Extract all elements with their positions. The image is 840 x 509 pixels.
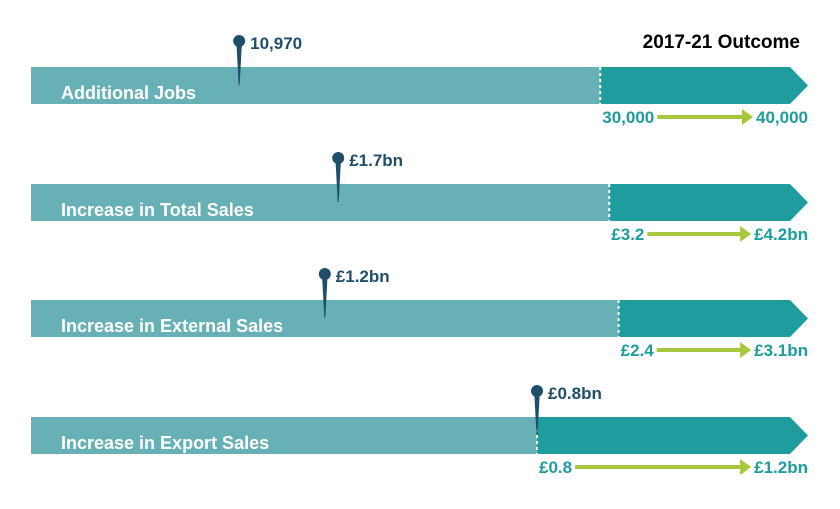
achieved-value: £0.8bn <box>548 384 602 403</box>
range-arrow-head <box>740 226 752 242</box>
progress-bar <box>31 417 537 454</box>
row-label: Increase in Total Sales <box>61 200 254 220</box>
achieved-pin-head <box>318 268 331 280</box>
outcome-low-value: £0.8 <box>539 458 572 477</box>
row-label: Increase in External Sales <box>61 316 283 336</box>
achieved-value: £1.2bn <box>336 267 390 286</box>
chart-title: 2017-21 Outcome <box>643 32 800 53</box>
row-label: Additional Jobs <box>61 83 196 103</box>
outcome-segment <box>609 184 808 221</box>
achieved-pin <box>236 38 243 85</box>
achieved-pin-head <box>233 35 246 47</box>
progress-bar <box>31 67 601 104</box>
achieved-pin <box>534 388 540 435</box>
outcome-segment <box>618 300 808 337</box>
achieved-pin <box>321 271 328 318</box>
progress-bar <box>31 184 610 221</box>
outcome-high-value: £1.2bn <box>754 458 808 477</box>
outcome-segment <box>600 67 808 104</box>
achieved-pin <box>335 155 342 202</box>
range-arrow-head <box>740 459 752 475</box>
range-arrow-head <box>742 109 753 125</box>
achieved-value: £1.7bn <box>349 151 403 170</box>
achieved-pin-head <box>531 385 543 397</box>
outcome-segment <box>537 417 808 454</box>
outcome-low-value: £2.4 <box>621 341 655 360</box>
row-label: Increase in Export Sales <box>61 433 269 453</box>
achieved-value: 10,970 <box>250 34 302 53</box>
outcome-high-value: £4.2bn <box>754 225 808 244</box>
range-arrow-head <box>740 342 752 358</box>
chart-rows: Additional Jobs 10,970 30,000 40,000 Increas… <box>31 34 808 477</box>
outcome-low-value: £3.2 <box>611 225 644 244</box>
outcome-low-value: 30,000 <box>602 108 654 127</box>
achieved-pin-head <box>332 152 345 164</box>
outcome-high-value: £3.1bn <box>754 341 808 360</box>
outcome-high-value: 40,000 <box>756 108 808 127</box>
